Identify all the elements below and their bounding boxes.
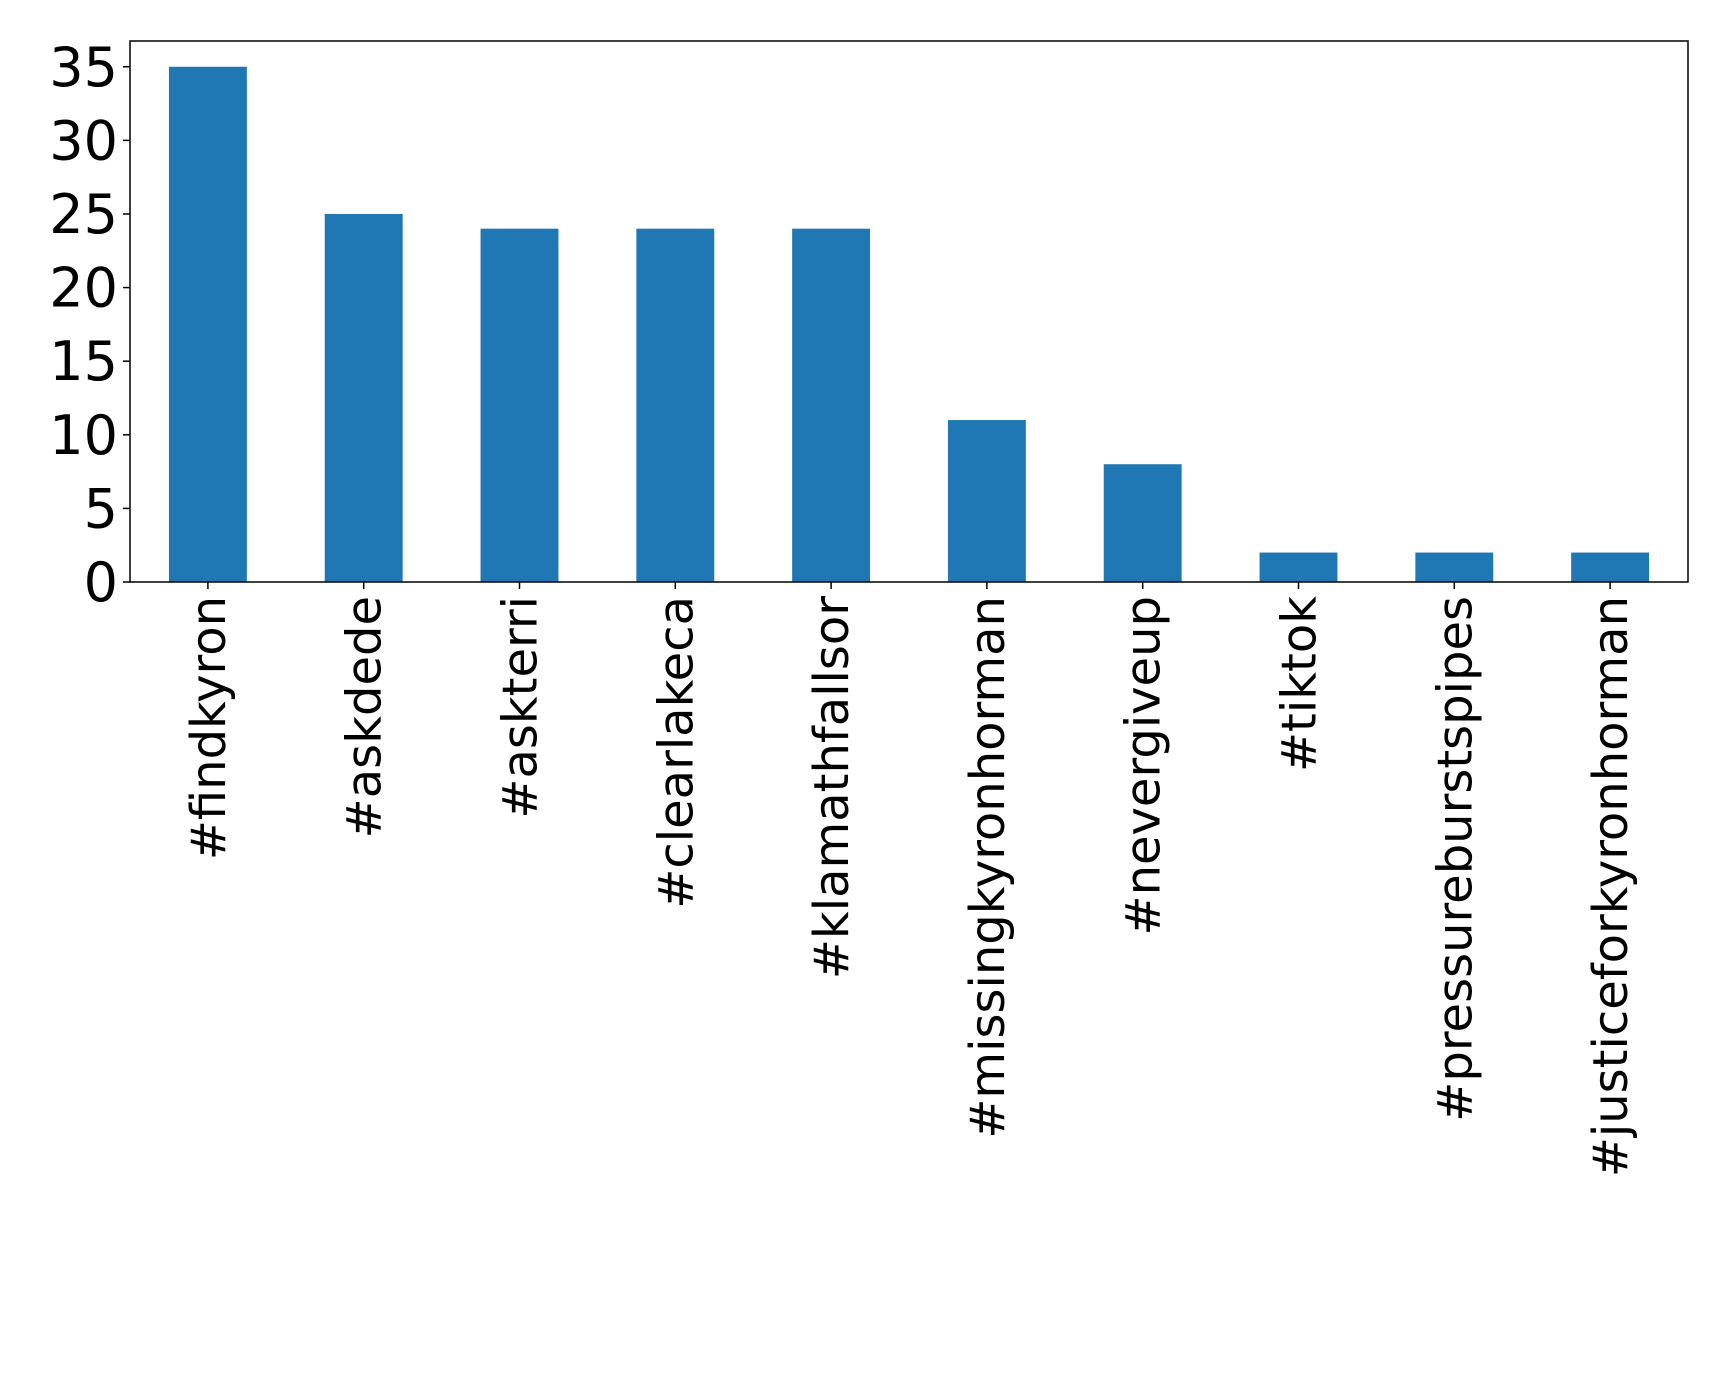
bar-8 [1415, 552, 1494, 582]
x-tick-label-7: #tiktok [1272, 596, 1328, 772]
y-tick-label-4: 20 [49, 257, 118, 320]
bar-1 [324, 213, 403, 583]
x-tick-label-5: #missingkyronhorman [960, 596, 1016, 1139]
x-axis: #findkyron #askdede #askterri #clearlakeca #… [181, 582, 1639, 1177]
plot-area-frame [129, 40, 1689, 583]
bar-7 [1259, 552, 1338, 582]
x-tick-label-1: #askdede [337, 596, 393, 838]
y-tick-label-6: 30 [49, 109, 118, 172]
bar-9 [1571, 552, 1650, 582]
x-tick-label-2: #askterri [493, 596, 549, 819]
bar-6 [1103, 464, 1182, 582]
x-tick-label-3: #clearlakeca [648, 596, 704, 909]
y-tick-label-1: 5 [84, 477, 118, 540]
y-tick-label-0: 0 [84, 551, 118, 614]
bar-2 [480, 228, 559, 582]
y-tick-label-7: 35 [49, 36, 118, 99]
y-axis: 0 5 10 15 20 25 30 35 [49, 36, 130, 614]
bar-3 [636, 228, 715, 582]
bars-group [168, 66, 1650, 583]
bar-4 [792, 228, 871, 582]
x-tick-label-0: #findkyron [181, 596, 237, 860]
x-tick-label-9: #justiceforkyronhorman [1583, 596, 1639, 1177]
y-tick-label-3: 15 [49, 330, 118, 393]
x-tick-label-8: #pressureburstspipes [1427, 596, 1483, 1122]
x-tick-label-6: #nevergiveup [1116, 596, 1172, 936]
y-tick-label-2: 10 [49, 404, 118, 467]
bar-5 [947, 420, 1026, 582]
bar-0 [168, 66, 247, 582]
y-tick-label-5: 25 [49, 183, 118, 246]
x-tick-label-4: #klamathfallsor [804, 596, 860, 980]
